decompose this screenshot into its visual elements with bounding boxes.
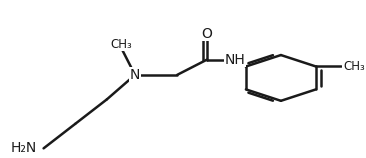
Text: H₂N: H₂N: [11, 141, 37, 155]
Text: O: O: [202, 27, 213, 41]
Text: CH₃: CH₃: [343, 60, 365, 73]
Text: NH: NH: [225, 53, 246, 67]
Text: N: N: [130, 68, 140, 82]
Text: CH₃: CH₃: [110, 38, 132, 51]
